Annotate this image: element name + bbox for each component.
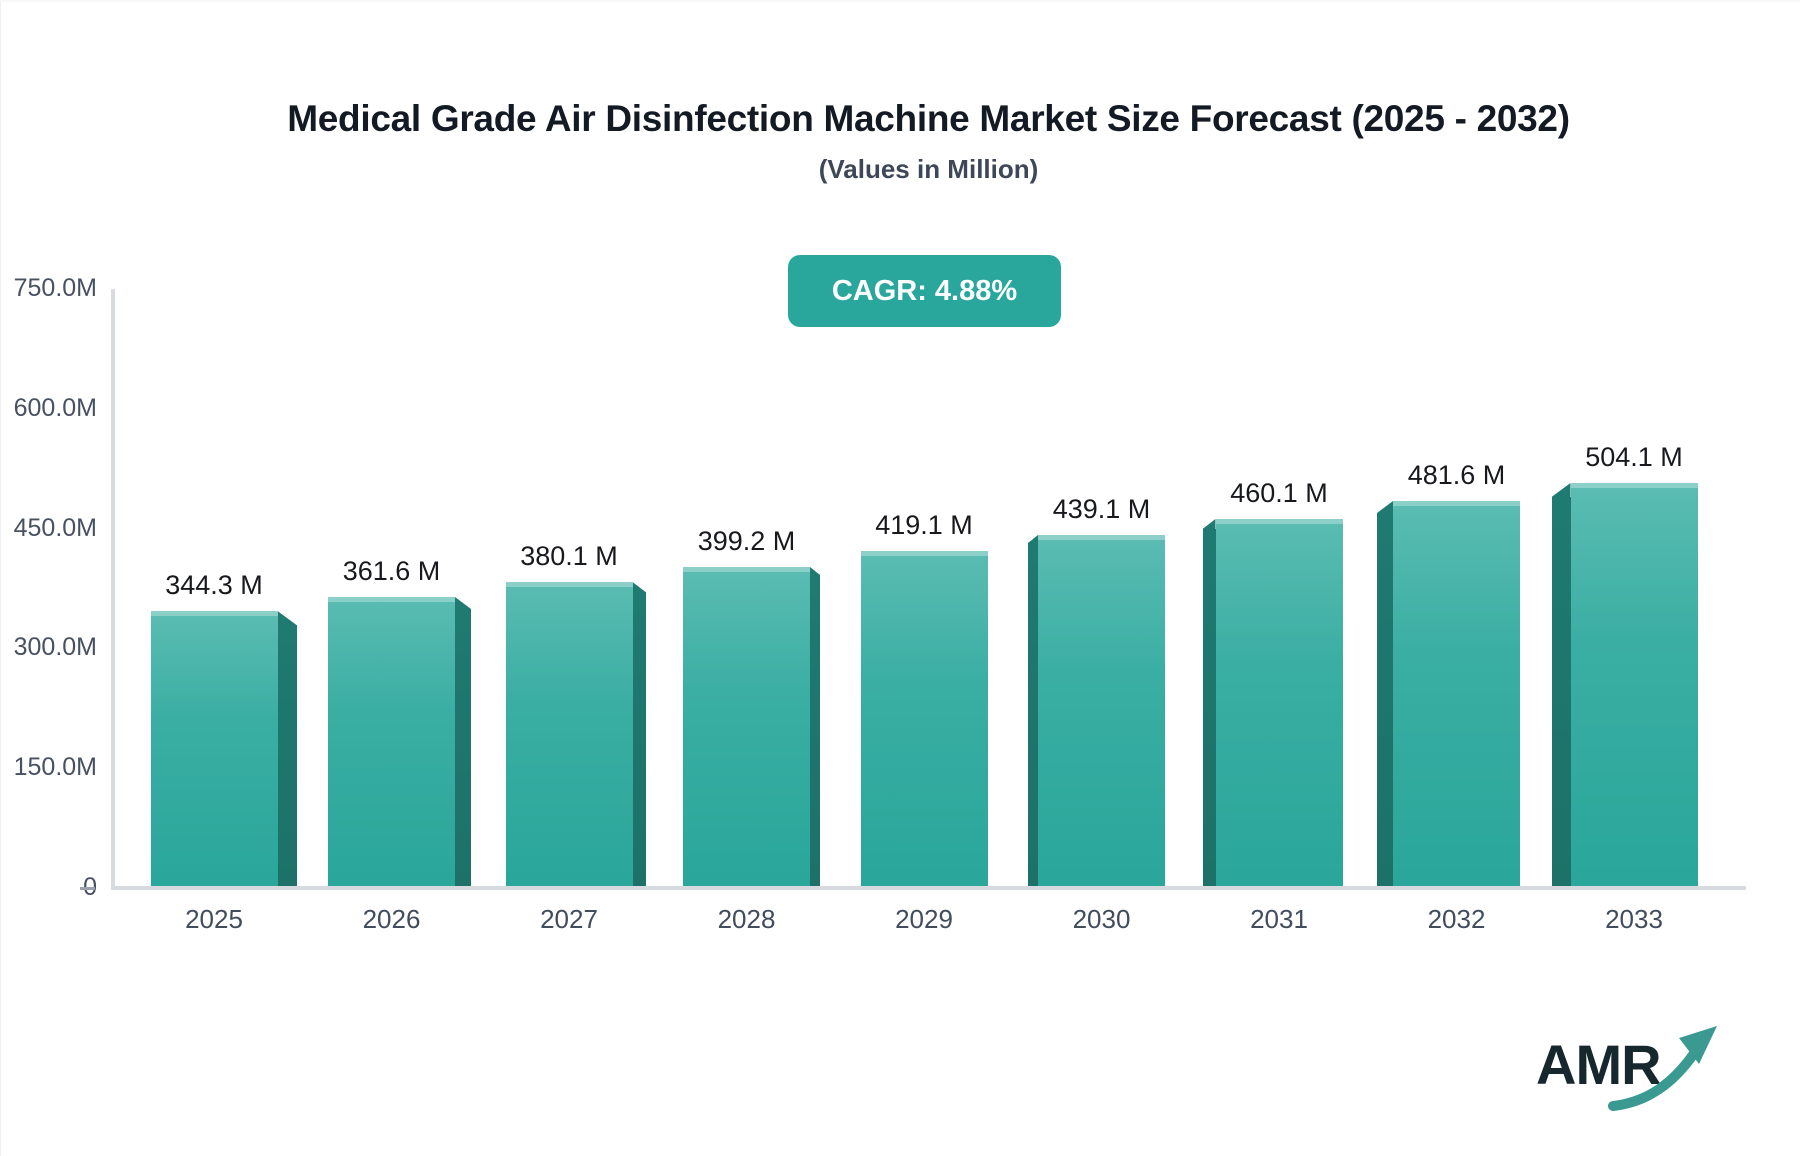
chart-subtitle: (Values in Million) — [818, 154, 1039, 184]
bar-2027 — [505, 582, 633, 886]
y-axis-tick-label: 150.0M — [13, 753, 97, 781]
x-axis-tick-label: 2033 — [1605, 904, 1663, 934]
bar-top-chamfer — [1028, 535, 1038, 543]
bar-value-label: 344.3 M — [165, 570, 263, 600]
bar-side-face — [1202, 529, 1216, 886]
bar-side-face — [1028, 543, 1038, 886]
bar-2029 — [860, 551, 988, 886]
bar-2026 — [328, 597, 455, 886]
growth-arrow-icon — [1608, 1026, 1717, 1111]
x-axis-tick-label: 2031 — [1250, 904, 1308, 934]
bar-value-label: 439.1 M — [1052, 494, 1151, 524]
bar-value-label: 361.6 M — [342, 556, 441, 586]
bar-2025 — [150, 611, 278, 886]
bar-2030 — [1038, 535, 1165, 886]
bar-side-face — [455, 609, 471, 886]
amr-logo: AMR — [1536, 1026, 1726, 1122]
bar-side-face — [277, 625, 297, 886]
bar-value-label: 419.1 M — [875, 510, 973, 540]
x-axis-tick-label: 2030 — [1072, 904, 1131, 934]
bar-top-chamfer — [1202, 519, 1216, 529]
x-axis-tick-label: 2027 — [540, 904, 598, 934]
bar-side-face — [810, 575, 820, 886]
bar-value-label: 481.6 M — [1407, 460, 1506, 490]
y-axis-tick-label: 450.0M — [13, 514, 97, 542]
bar-side-face — [632, 592, 646, 886]
bar-2033 — [1570, 483, 1698, 886]
bar-value-label: 399.2 M — [697, 526, 796, 556]
x-axis-line — [111, 886, 1746, 890]
cagr-badge: CAGR: 4.88% — [788, 255, 1061, 327]
x-axis-tick-label: 2025 — [185, 904, 243, 934]
amr-logo-text: AMR — [1536, 1033, 1662, 1096]
bar-top-chamfer — [810, 567, 820, 575]
x-axis-tick-label: 2029 — [895, 904, 953, 934]
bar-top-chamfer — [1551, 483, 1571, 497]
y-axis-tick-label: 600.0M — [13, 394, 97, 422]
bar-2032 — [1393, 501, 1520, 886]
bar-top-chamfer — [277, 611, 297, 625]
bar-side-face — [1551, 497, 1571, 886]
chart-header: Medical Grade Air Disinfection Machine M… — [57, 98, 1800, 185]
bar-side-face — [1377, 513, 1393, 886]
zero-tick-mark — [80, 887, 95, 890]
y-axis-line — [111, 289, 115, 890]
bar-top-chamfer — [632, 582, 646, 592]
bar-value-label: 504.1 M — [1585, 442, 1683, 472]
bar-2031 — [1215, 519, 1343, 886]
bar-top-chamfer — [455, 597, 471, 609]
y-axis-tick-label: 750.0M — [13, 274, 97, 302]
x-axis-tick-label: 2028 — [717, 904, 776, 934]
x-axis-tick-label: 2032 — [1427, 904, 1486, 934]
chart-title: Medical Grade Air Disinfection Machine M… — [287, 98, 1570, 139]
bar-top-chamfer — [1377, 501, 1393, 513]
bar-value-label: 460.1 M — [1230, 478, 1328, 508]
y-axis-tick-label: 300.0M — [13, 633, 97, 661]
bar-2028 — [683, 567, 810, 886]
x-axis-tick-label: 2026 — [362, 904, 421, 934]
bar-value-label: 380.1 M — [520, 541, 618, 571]
